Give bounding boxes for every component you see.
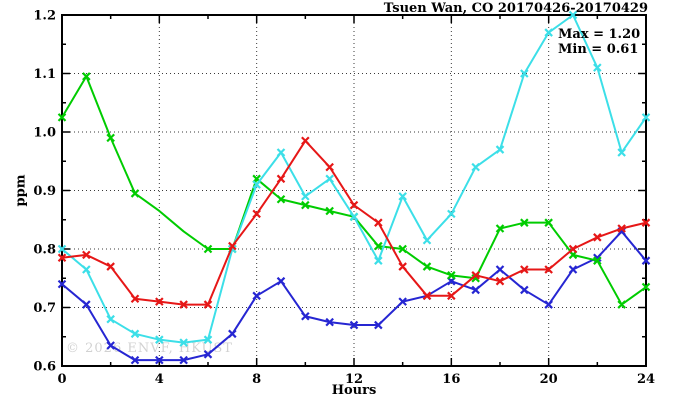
y-tick-label: 0.6 — [33, 360, 56, 375]
series-red-line — [61, 139, 647, 306]
series-blue-markers — [57, 227, 651, 365]
chart-title: Tsuen Wan, CO 20170426-20170429 — [383, 1, 648, 16]
x-axis-label: Hours — [331, 383, 377, 398]
y-tick-label: 0.9 — [33, 184, 56, 199]
series-red-markers — [57, 136, 651, 309]
y-tick-label: 0.7 — [33, 301, 56, 316]
watermark: © 2026 ENVF, HKUST — [66, 341, 233, 356]
series-cyan-line — [61, 14, 647, 344]
y-tick-label: 0.8 — [33, 243, 56, 258]
legend: Max = 1.20 Min = 0.61 — [558, 27, 640, 57]
x-tick-label: 20 — [540, 372, 558, 387]
legend-max-entry: Max = 1.20 — [558, 27, 641, 42]
x-tick-label: 4 — [155, 372, 164, 387]
y-tick-label: 1.0 — [33, 126, 56, 141]
y-tick-label: 1.2 — [33, 9, 56, 24]
y-tick-label: 1.1 — [33, 67, 56, 82]
x-tick-label: 16 — [442, 372, 460, 387]
x-tick-label: 12 — [345, 372, 363, 387]
plot-border — [61, 14, 647, 367]
x-tick-label: 8 — [252, 372, 261, 387]
x-tick-label: 24 — [637, 372, 655, 387]
x-tick-label: 0 — [57, 372, 66, 387]
legend-min-entry: Min = 0.61 — [558, 42, 639, 57]
series-cyan-markers — [57, 10, 651, 347]
y-axis-label: ppm — [13, 174, 29, 207]
